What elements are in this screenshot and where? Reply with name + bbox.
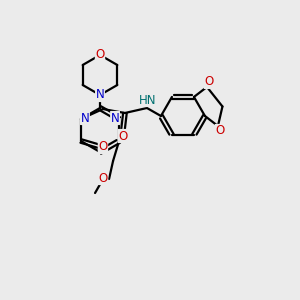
- Text: HN: HN: [139, 94, 157, 106]
- Text: N: N: [81, 112, 89, 124]
- Text: O: O: [98, 140, 108, 154]
- Text: O: O: [204, 75, 214, 88]
- Text: O: O: [118, 130, 128, 142]
- Text: O: O: [95, 49, 105, 62]
- Text: O: O: [98, 172, 108, 184]
- Text: N: N: [111, 112, 119, 124]
- Text: O: O: [215, 124, 225, 137]
- Text: N: N: [96, 88, 104, 101]
